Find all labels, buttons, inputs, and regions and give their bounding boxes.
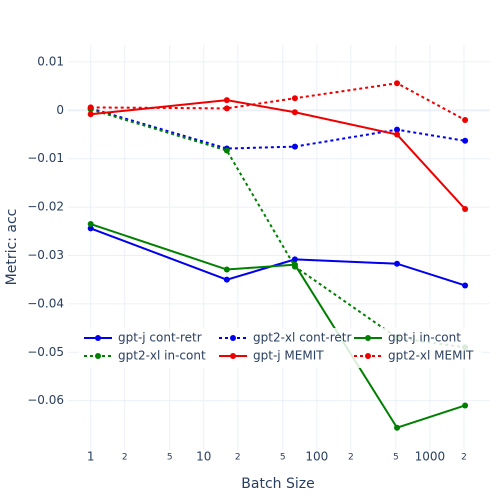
x-axis-title: Batch Size: [241, 476, 314, 492]
series-line: [90, 107, 466, 150]
series-line: [90, 223, 466, 429]
point: [87, 225, 94, 232]
point: [223, 266, 230, 273]
x-tick-label: 2: [122, 453, 128, 463]
point: [87, 111, 94, 118]
point: [87, 104, 94, 111]
y-axis-title: Metric: acc: [4, 209, 20, 286]
point: [462, 137, 469, 144]
x-tick-label: 5: [280, 453, 286, 463]
x-tick-label: 100: [305, 450, 328, 464]
point: [462, 402, 469, 409]
legend: gpt-j cont-retr gpt2-xl cont-retr gpt-j in…: [78, 328, 482, 368]
y-tick-label: −0.05: [27, 345, 64, 359]
legend-marker: [230, 335, 236, 341]
y-tick-label: −0.01: [27, 151, 64, 165]
legend-label: gpt2-xl cont-retr: [253, 331, 351, 345]
point: [394, 424, 401, 431]
x-tick-label: 10: [196, 450, 211, 464]
point: [394, 260, 401, 267]
point: [223, 147, 230, 154]
point: [462, 117, 469, 123]
legend-marker: [95, 353, 101, 359]
x-tick-label: 5: [393, 453, 399, 463]
y-tick-label: −0.04: [27, 296, 64, 310]
x-tick-label: 2: [235, 453, 241, 463]
y-tick-label: −0.06: [27, 393, 64, 407]
point: [223, 105, 230, 112]
point: [291, 256, 298, 263]
y-tick-label: 0.01: [37, 54, 64, 68]
legend-marker: [365, 335, 371, 341]
point: [223, 97, 230, 104]
point: [291, 95, 298, 102]
legend-label: gpt-j MEMIT: [253, 349, 324, 363]
legend-marker: [95, 335, 101, 341]
legend-box: [78, 328, 482, 368]
y-tick-label: −0.03: [27, 248, 64, 262]
legend-marker: [365, 353, 371, 359]
legend-label: gpt2-xl MEMIT: [388, 349, 474, 363]
x-tick-label: 1000: [415, 450, 446, 464]
series-line: [90, 82, 466, 121]
point: [223, 276, 230, 283]
legend-label: gpt-j cont-retr: [118, 331, 202, 345]
series-line: [90, 108, 466, 349]
y-tick-label: −0.02: [27, 200, 64, 214]
point: [394, 80, 401, 87]
point: [291, 263, 298, 270]
point: [394, 126, 401, 133]
x-tick-label: 1: [87, 450, 95, 464]
plot-area: [87, 80, 469, 431]
point: [462, 206, 469, 213]
point: [87, 221, 94, 228]
point: [291, 109, 298, 116]
legend-label: gpt2-xl in-cont: [118, 349, 206, 363]
x-tick-label: 2: [348, 453, 354, 463]
point: [462, 282, 469, 289]
y-tick-label: 0: [56, 103, 64, 117]
series-line: [90, 99, 466, 210]
point: [394, 131, 401, 138]
point: [291, 143, 298, 150]
x-tick-label: 5: [167, 453, 173, 463]
legend-marker: [230, 353, 236, 359]
x-tick-label: 2: [461, 453, 467, 463]
legend-label: gpt-j in-cont: [388, 331, 461, 345]
